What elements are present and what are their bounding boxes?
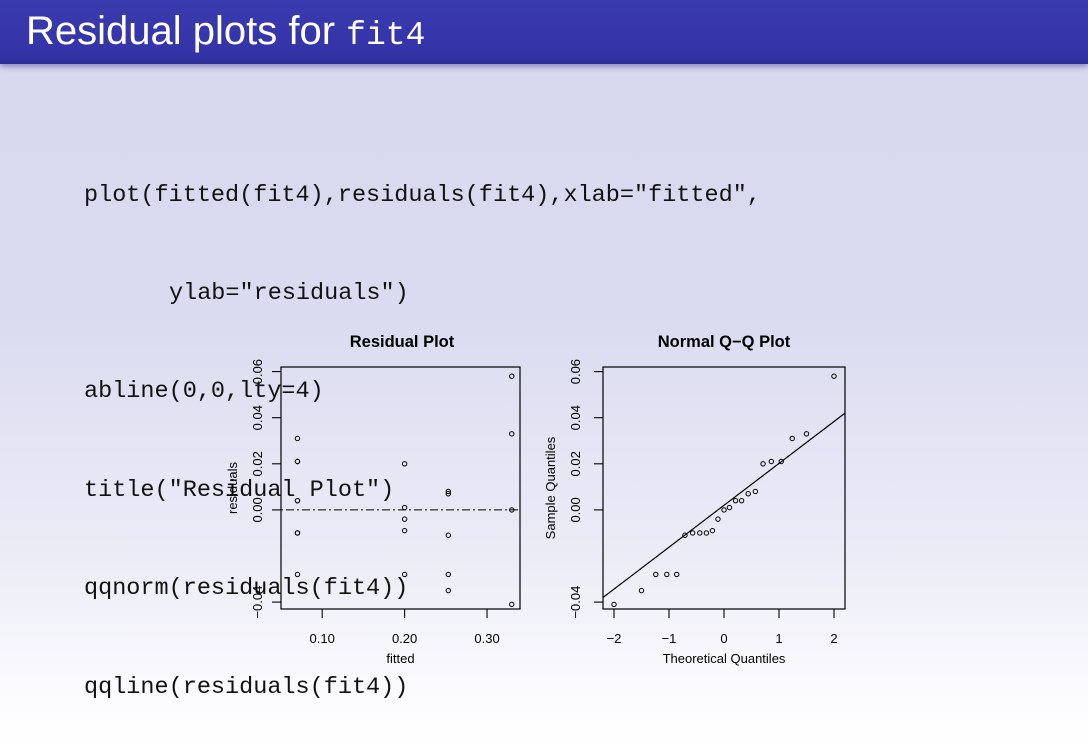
y-tick-label: −0.04 — [250, 586, 265, 619]
data-point — [664, 571, 670, 578]
data-point — [715, 516, 721, 522]
x-tick-label: −1 — [662, 631, 677, 646]
y-tick-label: −0.04 — [568, 586, 583, 619]
chart-panel-1: Residual Plot 0.10 0.20 0.30 fitted −0.04 0.00… — [225, 333, 521, 666]
qq-reference-line — [602, 412, 846, 598]
x-tick-label: 0.30 — [474, 631, 499, 646]
y-tick-label: 0.04 — [568, 405, 583, 430]
x-tick-label: 0 — [720, 631, 727, 646]
data-point — [401, 504, 408, 511]
data-point — [294, 435, 301, 442]
chart-panel-2: Normal Q−Q Plot −2 −1 0 1 2 Theoretical Quanti… — [543, 333, 846, 666]
data-point — [638, 587, 645, 594]
data-point — [445, 532, 451, 538]
y-tick-label: 0.00 — [250, 497, 265, 522]
x-tick-label: 0.10 — [310, 631, 335, 646]
code-line: qqnorm(residuals(fit4)) — [84, 575, 409, 603]
data-point — [509, 507, 515, 513]
y-axis-label: Sample Quantiles — [543, 436, 558, 539]
data-point — [509, 601, 515, 608]
x-axis-label: Theoretical Quantiles — [663, 651, 786, 666]
data-point — [509, 431, 515, 437]
data-point — [732, 497, 739, 504]
data-point — [752, 488, 759, 495]
y-tick-label: 0.02 — [568, 451, 583, 476]
data-point — [294, 530, 301, 536]
data-point — [721, 507, 727, 513]
y-tick-label: 0.02 — [250, 451, 265, 476]
y-tick-label: 0.00 — [568, 497, 583, 522]
code-block: plot(fitted(fit4),residuals(fit4),xlab="… — [84, 114, 761, 744]
data-point — [445, 571, 451, 578]
data-point — [803, 431, 810, 437]
title-bar: Residual plots for fit4 — [0, 0, 1088, 64]
y-tick-label: 0.06 — [568, 359, 583, 384]
data-point — [445, 488, 451, 495]
data-point — [653, 571, 659, 578]
x-tick-label: 0.20 — [392, 631, 417, 646]
data-point — [674, 571, 680, 578]
data-point — [738, 497, 745, 504]
data-point — [789, 435, 795, 442]
data-point — [294, 571, 301, 578]
plot-frame — [602, 366, 846, 610]
data-point — [445, 491, 451, 497]
y-tick-label: 0.04 — [250, 405, 265, 430]
data-point — [509, 373, 515, 379]
data-point — [611, 601, 617, 608]
data-point — [682, 532, 688, 538]
y-axis-label: residuals — [225, 461, 240, 514]
data-point — [689, 530, 696, 536]
data-point — [401, 461, 408, 467]
data-point — [294, 497, 301, 504]
data-point — [831, 373, 837, 379]
plot-frame — [280, 366, 521, 610]
data-point — [745, 491, 751, 497]
data-point — [703, 530, 710, 536]
chart-title: Normal Q−Q Plot — [658, 333, 791, 351]
data-point — [445, 587, 451, 594]
code-line: abline(0,0,lty=4) — [84, 378, 324, 406]
code-line-continued: ylab="residuals") — [84, 278, 761, 311]
data-point — [709, 527, 716, 534]
y-tick-label: 0.06 — [250, 359, 265, 384]
title-code: fit4 — [346, 17, 426, 54]
data-point — [760, 461, 766, 467]
data-point — [768, 458, 774, 465]
x-axis-label: fitted — [386, 651, 414, 666]
chart-title: Residual Plot — [350, 333, 455, 351]
data-point — [778, 458, 784, 465]
data-point — [726, 504, 733, 511]
code-line: plot(fitted(fit4),residuals(fit4),xlab="… — [84, 181, 761, 209]
x-tick-label: −2 — [607, 631, 622, 646]
data-point — [401, 527, 408, 534]
x-tick-label: 2 — [830, 631, 837, 646]
code-line: ylab="residuals") — [169, 279, 409, 307]
title-text: Residual plots for — [26, 9, 347, 53]
data-point — [401, 516, 408, 522]
slide-title: Residual plots for fit4 — [26, 8, 425, 59]
data-point — [697, 530, 703, 536]
data-point — [294, 458, 301, 465]
x-tick-label: 1 — [775, 631, 782, 646]
data-point — [401, 571, 408, 578]
code-line: title("Residual Plot") — [84, 476, 395, 504]
code-line: qqline(residuals(fit4)) — [84, 673, 409, 701]
